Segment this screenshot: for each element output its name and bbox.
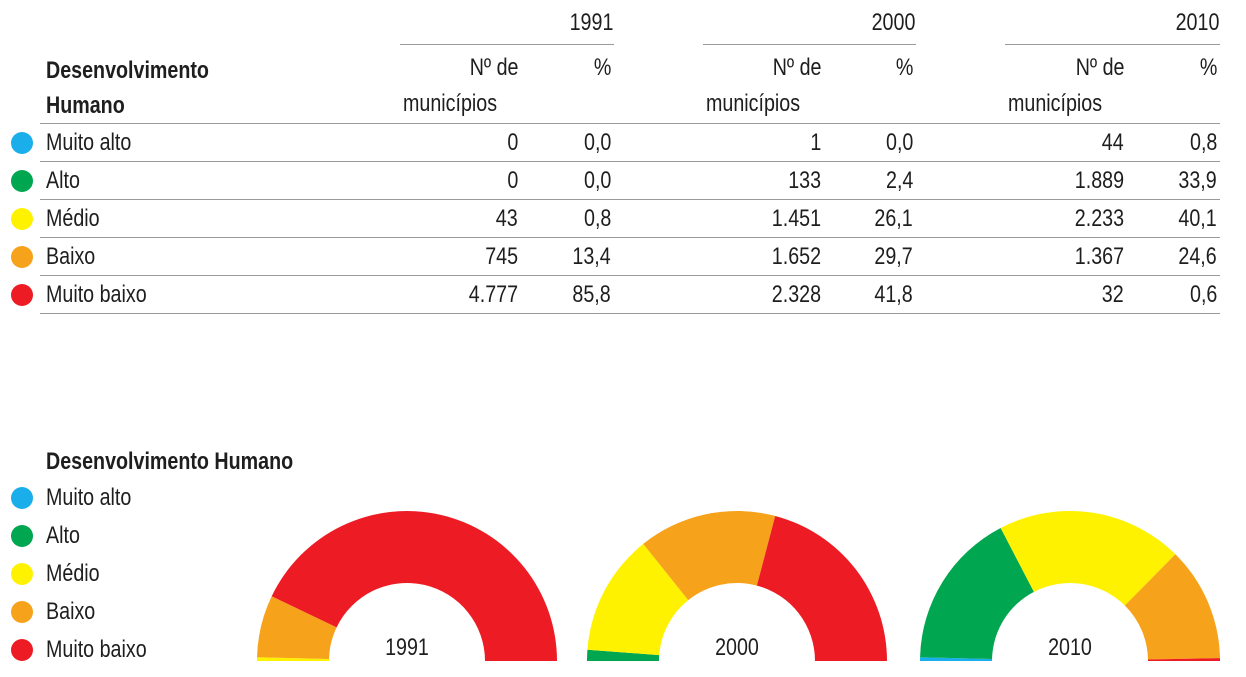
cell-count: 4.777 [468,281,518,308]
table-row-divider [40,123,1220,124]
cell-pct: 0,6 [1189,281,1217,308]
row-label: Alto [46,167,80,194]
legend-label: Muito alto [46,484,132,511]
cell-count: 2.328 [771,281,821,308]
slice-2000-muito-baixo [756,515,887,661]
cell-count: 0 [507,129,518,156]
cell-pct: 40,1 [1178,205,1217,232]
legend-label: Muito baixo [46,636,147,663]
cell-pct: 33,9 [1178,167,1217,194]
row-label: Muito alto [46,129,132,156]
cell-pct: 0,0 [885,129,913,156]
cell-pct: 0,8 [583,205,611,232]
legend-label: Médio [46,560,100,587]
legend-title: Desenvolvimento Humano [46,448,294,475]
cell-pct: 0,0 [583,129,611,156]
cell-count: 1.652 [771,243,821,270]
row-label: Médio [46,205,100,232]
col-header-pct: % [895,54,913,81]
slice-1991-médio [257,657,330,661]
col-header-count: municípios [706,90,801,117]
legend-label: Baixo [46,598,96,625]
legend-dot-muito-alto [11,132,33,154]
legend-dot-médio [11,563,33,585]
year-header-2010: 2010 [1175,9,1219,36]
slice-1991-baixo [257,596,337,660]
row-label: Baixo [46,243,96,270]
cell-count: 133 [788,167,821,194]
cell-pct: 85,8 [572,281,611,308]
col-header-count: municípios [1008,90,1103,117]
cell-count: 43 [496,205,518,232]
cell-pct: 24,6 [1178,243,1217,270]
cell-pct: 26,1 [874,205,913,232]
year-header-1991: 1991 [569,9,613,36]
chart-year-label-2010: 2010 [1048,633,1092,660]
slice-2000-médio [587,543,689,656]
col-header-pct: % [593,54,611,81]
cell-pct: 0,0 [583,167,611,194]
col-header-pct: % [1199,54,1217,81]
cell-count: 1.889 [1074,167,1124,194]
cell-count: 1 [810,129,821,156]
legend-dot-muito-alto [11,487,33,509]
table-row-divider [40,313,1220,314]
legend-dot-baixo [11,246,33,268]
legend-dot-alto [11,170,33,192]
col-header-count: municípios [403,90,498,117]
cell-pct: 2,4 [885,167,913,194]
year-underline-1991 [400,44,614,45]
slice-2000-baixo [643,511,776,601]
cell-pct: 13,4 [572,243,611,270]
row-label: Muito baixo [46,281,147,308]
legend-dot-médio [11,208,33,230]
cell-count: 1.451 [771,205,821,232]
slice-2010-alto [920,527,1034,660]
cell-pct: 0,8 [1189,129,1217,156]
cell-count: 44 [1102,129,1124,156]
cell-count: 1.367 [1074,243,1124,270]
slice-2010-baixo [1124,554,1220,660]
cell-pct: 41,8 [874,281,913,308]
cell-pct: 29,7 [874,243,913,270]
legend-dot-baixo [11,601,33,623]
table-row-divider [40,237,1220,238]
chart-year-label-2000: 2000 [715,633,759,660]
slice-2010-muito-alto [920,657,993,661]
year-underline-2000 [703,44,916,45]
legend-dot-alto [11,525,33,547]
legend-label: Alto [46,522,80,549]
row-header: Desenvolvimento [46,57,209,84]
table-row-divider [40,161,1220,162]
cell-count: 2.233 [1074,205,1124,232]
slice-2010-muito-baixo [1147,658,1220,661]
col-header-count: Nº de [772,54,821,81]
table-row-divider [40,275,1220,276]
cell-count: 0 [507,167,518,194]
col-header-count: Nº de [469,54,518,81]
legend-dot-muito-baixo [11,284,33,306]
legend-dot-muito-baixo [11,639,33,661]
row-header: Humano [46,92,125,119]
cell-count: 745 [485,243,518,270]
slice-2010-médio [1000,510,1176,606]
chart-year-label-1991: 1991 [385,633,429,660]
table-row-divider [40,199,1220,200]
cell-count: 32 [1102,281,1124,308]
year-underline-2010 [1005,44,1220,45]
year-header-2000: 2000 [871,9,915,36]
col-header-count: Nº de [1075,54,1124,81]
slice-2000-alto [587,649,660,661]
slice-1991-muito-baixo [271,511,557,661]
